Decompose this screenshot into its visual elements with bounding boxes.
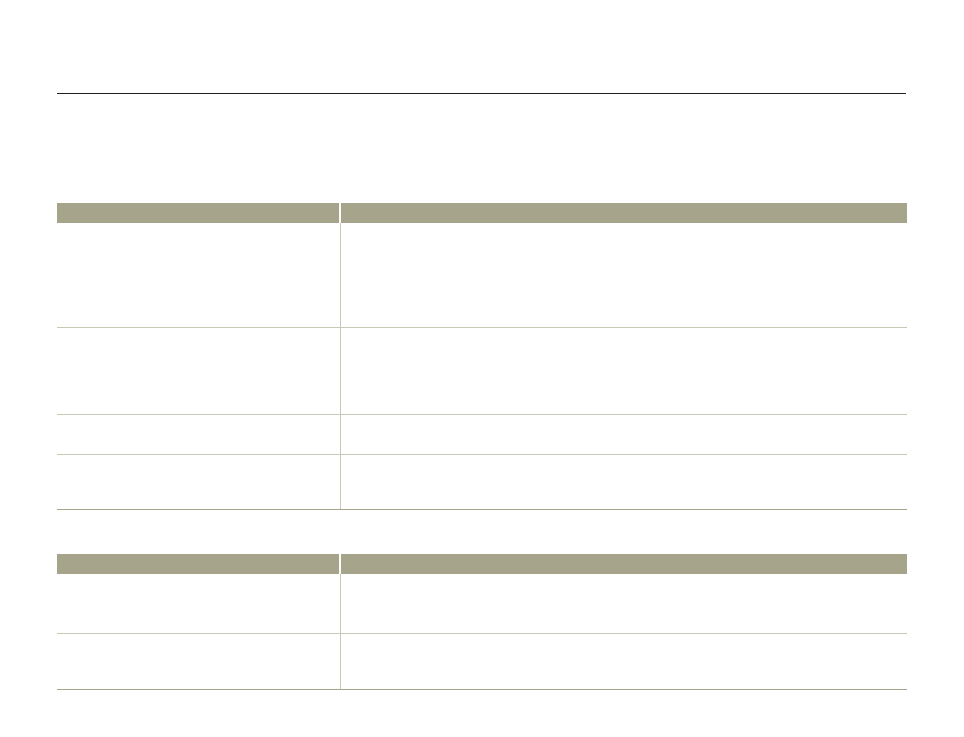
table-cell: [57, 415, 340, 454]
table-cell: [57, 328, 340, 414]
table-row: [57, 328, 907, 415]
header-cell: [57, 203, 341, 223]
top-rule: [57, 93, 906, 94]
header-cell: [57, 554, 341, 574]
header-cell: [341, 203, 907, 223]
table-cell: [340, 415, 907, 454]
table-cell: [57, 223, 340, 327]
table-row: [57, 634, 907, 690]
header-cell: [341, 554, 907, 574]
table-row: [57, 455, 907, 510]
table-cell: [57, 455, 340, 509]
table-cell: [340, 328, 907, 414]
table-header: [57, 203, 907, 223]
table-header: [57, 554, 907, 574]
table-cell: [340, 223, 907, 327]
table-row: [57, 223, 907, 328]
table-row: [57, 415, 907, 455]
table-cell: [57, 634, 340, 689]
table-cell: [340, 634, 907, 689]
table-2: [57, 554, 907, 690]
table-1: [57, 203, 907, 510]
table-cell: [340, 574, 907, 633]
table-row: [57, 574, 907, 634]
table-cell: [57, 574, 340, 633]
table-cell: [340, 455, 907, 509]
